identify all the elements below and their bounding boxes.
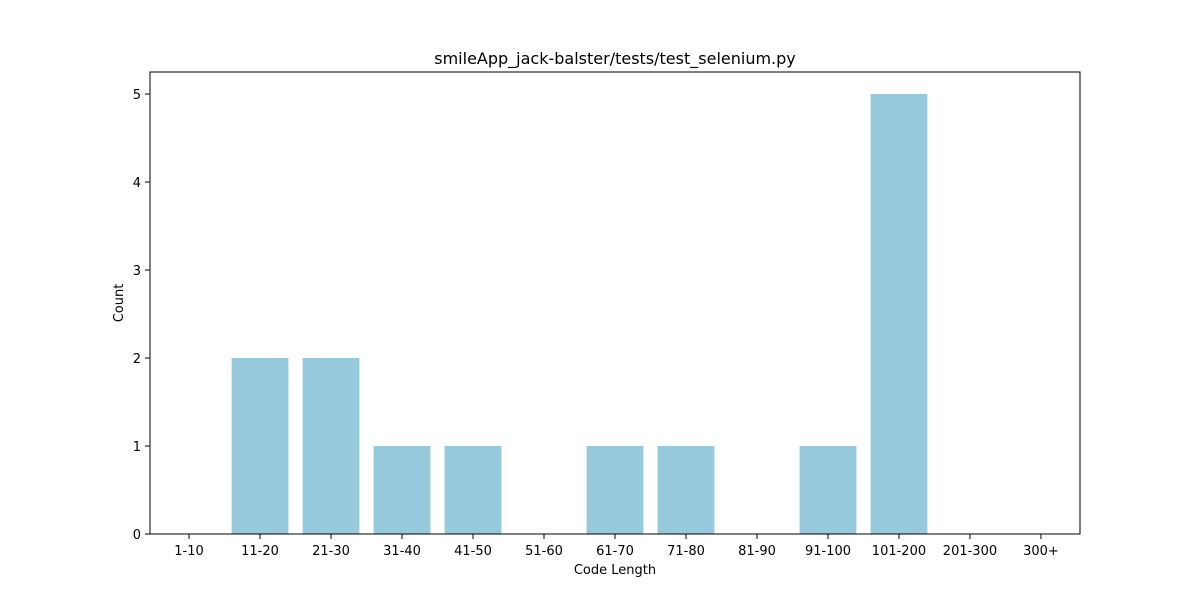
bar-71-80 xyxy=(657,446,715,534)
x-tick-label: 21-30 xyxy=(312,544,350,559)
x-tick-label: 61-70 xyxy=(596,544,634,559)
x-tick-label: 41-50 xyxy=(454,544,492,559)
x-tick-label: 11-20 xyxy=(241,544,279,559)
bar-21-30 xyxy=(302,358,360,534)
bar-101-200 xyxy=(870,94,928,534)
x-tick-label: 91-100 xyxy=(805,544,851,559)
x-tick-label: 31-40 xyxy=(383,544,421,559)
bar-91-100 xyxy=(799,446,857,534)
bar-11-20 xyxy=(231,358,289,534)
x-tick-label: 101-200 xyxy=(872,544,926,559)
y-tick-label: 3 xyxy=(133,264,141,279)
x-tick-label: 300+ xyxy=(1023,544,1059,559)
x-axis-ticks: 1-10 11-20 21-30 31-40 41-50 51-60 61-70 71-80 8… xyxy=(174,534,1059,559)
x-tick-label: 201-300 xyxy=(943,544,997,559)
chart-title: smileApp_jack-balster/tests/test_seleniu… xyxy=(434,49,796,69)
y-tick-label: 5 xyxy=(133,88,141,103)
y-axis-label: Count xyxy=(112,284,127,323)
x-tick-label: 71-80 xyxy=(667,544,705,559)
bars-group xyxy=(231,94,928,534)
y-tick-label: 0 xyxy=(133,528,141,543)
x-tick-label: 1-10 xyxy=(174,544,204,559)
y-tick-label: 1 xyxy=(133,440,141,455)
x-tick-label: 81-90 xyxy=(738,544,776,559)
y-tick-label: 4 xyxy=(133,176,141,191)
bar-41-50 xyxy=(444,446,502,534)
y-tick-label: 2 xyxy=(133,352,141,367)
bar-31-40 xyxy=(373,446,431,534)
x-axis-label: Code Length xyxy=(574,563,656,578)
x-tick-label: 51-60 xyxy=(525,544,563,559)
y-axis-ticks: 0 1 2 3 4 5 xyxy=(133,88,150,543)
bar-61-70 xyxy=(586,446,644,534)
